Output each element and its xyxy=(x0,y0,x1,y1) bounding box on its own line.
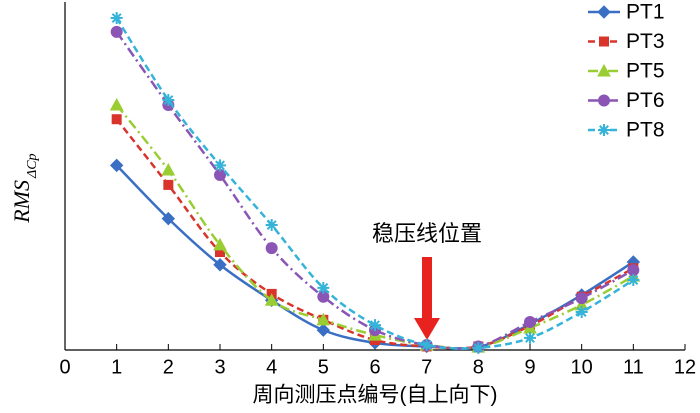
x-tick-label: 8 xyxy=(473,356,484,378)
legend-marker xyxy=(597,5,611,19)
legend-label: PT1 xyxy=(626,1,665,24)
legend-entry: PT3 xyxy=(588,30,665,53)
arrow-head xyxy=(414,318,440,340)
marker xyxy=(265,242,278,255)
x-tick-label: 6 xyxy=(369,356,380,378)
marker xyxy=(109,97,124,111)
marker xyxy=(213,237,227,251)
legend-marker xyxy=(597,63,611,77)
series-line xyxy=(115,31,634,350)
x-tick-label: 5 xyxy=(318,356,329,378)
series-line xyxy=(115,118,634,350)
legend-entry: PT5 xyxy=(588,60,665,83)
x-tick-label: 1 xyxy=(111,356,122,378)
marker xyxy=(575,306,588,319)
legend-marker xyxy=(598,94,610,107)
annotation-arrow xyxy=(414,257,440,340)
marker xyxy=(369,319,381,332)
marker xyxy=(265,219,278,232)
marker xyxy=(420,339,433,352)
legend-entry: PT6 xyxy=(588,89,665,112)
legend-label: PT5 xyxy=(626,60,665,83)
legend-label: PT3 xyxy=(626,30,665,53)
marker xyxy=(111,114,122,125)
marker xyxy=(110,12,123,25)
legend-marker xyxy=(599,36,609,47)
marker xyxy=(524,331,536,344)
marker xyxy=(627,274,640,287)
marker xyxy=(575,292,588,305)
legend-label: PT6 xyxy=(626,89,665,112)
x-axis-label: 周向测压点编号(自上向下) xyxy=(253,384,498,407)
legend-entry: PT8 xyxy=(588,119,665,142)
marker xyxy=(162,94,175,107)
series-line xyxy=(115,17,634,350)
x-tick-label: 12 xyxy=(674,356,696,378)
marker xyxy=(316,312,331,326)
marker xyxy=(317,281,330,294)
marker xyxy=(109,158,124,173)
marker xyxy=(110,25,123,38)
marker xyxy=(213,258,227,272)
marker xyxy=(161,162,176,176)
legend-label: PT8 xyxy=(626,119,665,142)
y-axis-label: RMS xyxy=(9,180,34,224)
marker xyxy=(627,264,640,277)
x-tick-label: 7 xyxy=(421,356,432,378)
x-tick-label: 4 xyxy=(266,356,277,378)
series-line xyxy=(115,104,634,350)
annotation: 稳压线位置 xyxy=(372,221,482,246)
x-tick-label: 9 xyxy=(524,356,535,378)
legend-marker xyxy=(598,124,610,136)
marker xyxy=(264,293,279,306)
marker xyxy=(161,211,176,226)
y-axis-label-subscript: ΔCp xyxy=(25,153,40,179)
legend-entry: PT1 xyxy=(588,1,665,24)
marker xyxy=(163,179,174,190)
series xyxy=(110,12,640,354)
marker xyxy=(524,315,536,328)
marker xyxy=(316,323,331,337)
x-tick-label: 3 xyxy=(214,356,225,378)
series xyxy=(110,25,640,353)
y-axis-label-group: RMS ΔCp xyxy=(9,153,40,223)
x-tick-label: 0 xyxy=(59,356,70,378)
x-tick-label: 2 xyxy=(163,356,174,378)
marker xyxy=(472,341,485,354)
marker xyxy=(214,159,226,172)
arrow-shaft xyxy=(422,257,432,319)
x-tick-label: 10 xyxy=(571,356,593,378)
x-tick-label: 11 xyxy=(623,356,644,378)
